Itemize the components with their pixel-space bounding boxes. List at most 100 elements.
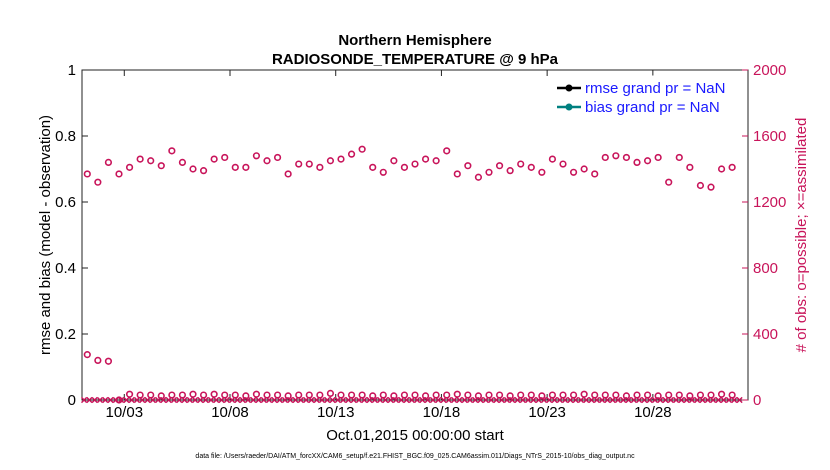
obs-assimilated-point (583, 396, 590, 404)
obs-possible-point (358, 145, 366, 153)
obs-assimilated-point (154, 396, 162, 404)
obs-possible-point (717, 165, 726, 173)
y-tick-label: 0 (68, 392, 76, 409)
obs-possible-point (347, 150, 356, 158)
obs-assimilated-point (308, 396, 315, 404)
obs-assimilated-point (535, 396, 542, 404)
obs-assimilated-point (345, 396, 352, 404)
obs-assimilated-point (672, 396, 680, 404)
obs-assimilated-point (725, 396, 733, 404)
y-tick-label: 0.6 (55, 194, 76, 211)
obs-assimilated-point (524, 396, 532, 404)
obs-assimilated-point (112, 396, 119, 404)
obs-assimilated-point (281, 396, 289, 404)
obs-assimilated-point (128, 396, 135, 404)
obs-possible-point (168, 147, 176, 155)
obs-possible-point (231, 163, 239, 171)
obs-assimilated-point (255, 396, 262, 404)
obs-assimilated-point (424, 396, 431, 404)
obs-assimilated-point (567, 396, 574, 404)
obs-possible-point (485, 168, 493, 176)
obs-possible-point (125, 163, 134, 171)
obs-possible-point (495, 162, 504, 170)
obs-possible-point (421, 155, 430, 163)
obs-assimilated-point (297, 396, 304, 404)
obs-possible-point (411, 160, 419, 168)
x-tick-label: 10/28 (634, 404, 672, 421)
obs-possible-point (83, 170, 91, 178)
y2-tick-label: 800 (753, 260, 778, 277)
obs-assimilated-point (176, 396, 183, 404)
obs-assimilated-point (604, 396, 611, 404)
obs-assimilated-point (318, 396, 326, 404)
y2-tick-label: 2000 (753, 62, 786, 79)
obs-assimilated-point (530, 396, 537, 404)
obs-possible-point (548, 155, 557, 163)
obs-assimilated-point (456, 396, 463, 404)
obs-assimilated-point (572, 396, 579, 404)
obs-assimilated-point (709, 396, 717, 404)
legend-rmse-label: rmse grand pr = NaN (585, 80, 725, 97)
x-tick-label: 10/08 (211, 404, 249, 421)
legend-bias-label: bias grand pr = NaN (585, 99, 720, 116)
obs-assimilated-point (144, 396, 151, 404)
obs-assimilated-point (435, 396, 442, 404)
obs-assimilated-point (561, 396, 569, 404)
legend-box (550, 75, 744, 119)
obs-assimilated-point (466, 396, 474, 404)
obs-assimilated-point (160, 396, 167, 404)
obs-possible-point (591, 170, 599, 178)
obs-assimilated-point (250, 396, 257, 404)
obs-possible-point (104, 357, 113, 365)
obs-assimilated-point (133, 396, 141, 404)
obs-assimilated-point (704, 396, 711, 404)
obs-assimilated-point (556, 396, 563, 404)
obs-possible-point (432, 157, 440, 165)
obs-assimilated-point (186, 396, 193, 404)
obs-possible-point (83, 351, 91, 359)
obs-assimilated-point (678, 396, 685, 404)
obs-possible-point (707, 183, 715, 191)
obs-assimilated-point (239, 396, 246, 404)
obs-assimilated-point (123, 396, 130, 404)
obs-assimilated-point (482, 396, 489, 404)
obs-assimilated-point (731, 396, 738, 404)
y2-tick-label: 1600 (753, 128, 786, 145)
obs-assimilated-point (477, 396, 484, 404)
obs-possible-point (633, 158, 641, 166)
y-tick-label: 0.4 (55, 260, 76, 277)
obs-assimilated-point (191, 396, 199, 404)
obs-assimilated-point (218, 396, 225, 404)
obs-possible-point (622, 153, 631, 162)
obs-assimilated-point (546, 396, 553, 404)
obs-assimilated-point (329, 396, 336, 404)
obs-possible-point (284, 170, 292, 178)
obs-assimilated-point (419, 396, 426, 404)
obs-assimilated-point (96, 396, 104, 404)
obs-assimilated-point (350, 396, 357, 404)
obs-assimilated-point (472, 396, 479, 404)
obs-possible-point (675, 153, 683, 162)
obs-assimilated-point (699, 396, 706, 404)
obs-assimilated-point (228, 396, 236, 404)
obs-possible-point (390, 157, 398, 165)
obs-assimilated-point (271, 396, 278, 404)
obs-possible-point (559, 160, 567, 168)
obs-assimilated-point (213, 396, 220, 404)
obs-assimilated-point (287, 396, 294, 404)
obs-possible-point (242, 163, 250, 171)
obs-assimilated-point (429, 396, 437, 404)
legend-bias-marker (565, 103, 573, 111)
obs-assimilated-point (382, 396, 389, 404)
obs-assimilated-point (514, 396, 521, 404)
x-tick-label: 10/23 (528, 404, 566, 421)
obs-assimilated-point (694, 396, 701, 404)
obs-assimilated-point (265, 396, 273, 404)
obs-assimilated-point (635, 396, 643, 404)
obs-assimilated-point (107, 396, 114, 404)
obs-assimilated-point (625, 396, 632, 404)
obs-possible-point (199, 167, 208, 175)
obs-assimilated-point (408, 396, 415, 404)
x-axis: 10/03 10/08 10/13 10/18 10/23 10/28 (106, 70, 672, 421)
obs-assimilated-point (86, 396, 93, 404)
